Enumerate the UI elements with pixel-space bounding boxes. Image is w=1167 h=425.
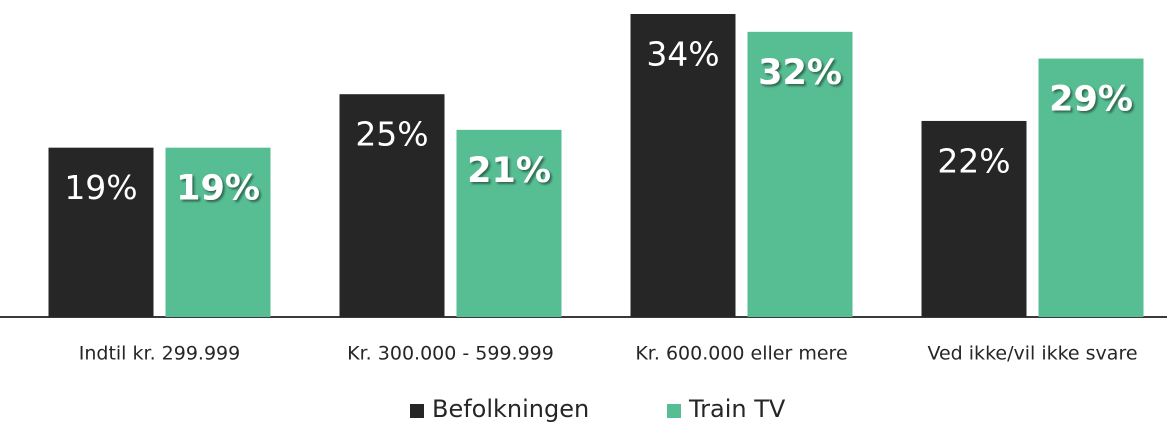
data-label: 29% [1049,80,1133,120]
legend-label: Befolkningen [432,395,589,423]
data-label: 34% [646,35,719,74]
data-label: 32% [758,53,842,93]
data-label: 19% [176,169,260,209]
data-label: 25% [355,115,428,154]
bar [48,147,154,317]
bar [747,31,853,318]
legend-label: Train TV [688,395,786,423]
x-tick-label: Kr. 600.000 eller mere [635,343,847,365]
bar [339,94,445,318]
bar [456,129,562,317]
x-tick-label: Ved ikke/vil ikke svare [927,343,1137,365]
bar [165,147,271,317]
bar [630,14,736,317]
bar [921,120,1027,317]
legend-swatch [410,404,424,418]
data-label: 19% [64,168,137,207]
data-label: 21% [467,151,551,191]
legend-swatch [667,404,681,418]
x-tick-label: Kr. 300.000 - 599.999 [347,343,554,365]
bar [1038,58,1144,317]
data-label: 22% [937,141,1010,180]
x-tick-label: Indtil kr. 299.999 [79,343,240,365]
